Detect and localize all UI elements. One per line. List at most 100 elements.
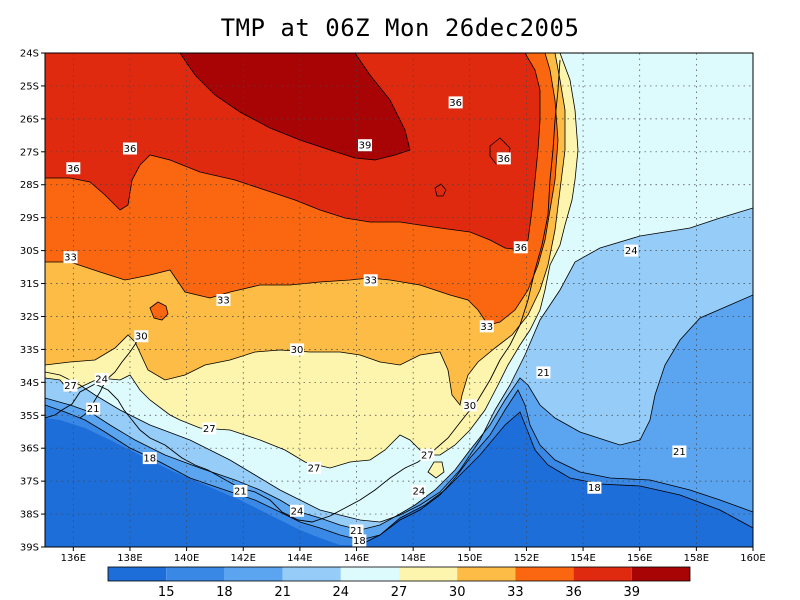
contour-label-text: 18 [143, 454, 156, 465]
contour-label-bg [202, 422, 217, 435]
lon-tick-label: 146E [344, 553, 369, 564]
contour-label-bg [624, 244, 639, 257]
lat-tick-label: 38S [20, 510, 39, 521]
contour-label-bg [290, 343, 305, 356]
contour-label-bg [479, 320, 494, 333]
map-title: TMP at 06Z Mon 26dec2005 [220, 14, 580, 42]
contour-label: 21 [536, 366, 551, 379]
contour-label-bg [216, 294, 231, 306]
contour-33 [45, 53, 566, 406]
lon-tick-label: 152E [514, 553, 539, 564]
colorbar-swatch [631, 567, 690, 581]
contour-label-text: 33 [364, 276, 377, 287]
lat-tick-label: 31S [20, 279, 39, 290]
contour-label-text: 30 [135, 332, 148, 343]
contour-label: 36 [496, 152, 511, 165]
contour-label: 33 [479, 320, 494, 333]
contour-label-bg [94, 373, 109, 386]
colorbar-swatch [224, 567, 283, 581]
colorbar-label: 36 [565, 585, 582, 600]
contour-label-text: 27 [308, 463, 321, 474]
lat-tick-label: 24S [20, 49, 39, 60]
contour-label-bg [307, 461, 322, 474]
contour-label: 36 [122, 142, 137, 155]
contour-label: 36 [448, 96, 463, 109]
lon-tick-label: 150E [457, 553, 482, 564]
lat-tick-label: 30S [20, 246, 39, 257]
lat-tick-label: 33S [20, 345, 39, 356]
latitude-axis: 24S 25S 26S 27S 28S 29S 30S 31S 32S 33S 34S 35S 36S 3… [20, 49, 45, 554]
contour-label: 30 [290, 343, 305, 356]
lat-tick-label: 34S [20, 378, 39, 389]
contour-label-bg [672, 445, 687, 458]
shaded-contour-field [45, 53, 753, 547]
contour-label-bg [513, 241, 528, 254]
contour-21 [45, 389, 753, 541]
contour-label-text: 21 [673, 447, 686, 458]
contour-label-bg [349, 524, 364, 537]
contour-label-bg [587, 481, 602, 494]
lat-tick-label: 35S [20, 411, 39, 422]
colorbar-swatch [340, 567, 399, 581]
lon-tick-label: 154E [570, 553, 595, 564]
contour-label: 24 [94, 373, 109, 386]
contour-label-text: 18 [588, 483, 601, 494]
colorbar-label: 18 [216, 585, 233, 600]
longitude-axis: 136E 138E 140E 142E 144E 146E 148E 150E 152E 154E… [61, 547, 766, 564]
contour-lines [45, 53, 753, 546]
lon-tick-label: 158E [684, 553, 709, 564]
contour-blob-36 [149, 301, 169, 321]
colorbar-label: 27 [391, 585, 408, 600]
contour-label-text: 21 [87, 404, 100, 415]
contour-label-bg [233, 485, 248, 498]
colorbar-swatch [515, 567, 574, 581]
colorbar-swatch [166, 567, 225, 581]
contour-label: 24 [624, 244, 639, 257]
contour-label: 30 [462, 399, 477, 412]
colorbar-swatch [573, 567, 632, 581]
colorbar-label: 30 [449, 585, 466, 600]
lat-tick-label: 37S [20, 477, 39, 488]
contour-label-text: 36 [449, 98, 462, 109]
contour-label: 21 [233, 485, 248, 498]
contour-label-bg [536, 366, 551, 379]
colorbar-label: 39 [624, 585, 641, 600]
contour-label-text: 30 [463, 401, 476, 412]
contour-label-text: 21 [350, 526, 363, 537]
contour-label: 27 [307, 461, 322, 474]
lon-tick-label: 156E [627, 553, 652, 564]
contour-blob-30 [427, 461, 445, 479]
contour-label-bg [66, 162, 81, 175]
lon-tick-label: 136E [61, 553, 86, 564]
lat-tick-label: 28S [20, 180, 39, 191]
lon-tick-label: 142E [231, 553, 256, 564]
contour-18 [359, 411, 753, 546]
colorbar: 15 18 21 24 27 30 33 36 39 [107, 566, 691, 600]
contour-label-text: 27 [64, 381, 77, 392]
contour-label-text: 18 [353, 536, 366, 547]
lat-tick-label: 29S [20, 213, 39, 224]
contour-label-text: 33 [480, 322, 493, 333]
colorbar-label: 24 [333, 585, 350, 600]
contour-label: 18 [587, 481, 602, 494]
contour-label: 39 [358, 139, 373, 152]
contour-label: 21 [349, 524, 364, 537]
contour-label-bg [352, 534, 367, 547]
contour-label: 36 [66, 162, 81, 175]
contour-label-text: 24 [95, 375, 108, 386]
contour-label-bg [122, 142, 137, 155]
contour-label-text: 27 [203, 424, 216, 435]
contour-label-bg [86, 402, 101, 415]
contour-labels: 36 39 36 36 36 36 33 33 33 33 30 30 30 27 24 21 27 27 27 24… [63, 96, 687, 547]
contour-label: 24 [411, 485, 426, 498]
contour-39 [45, 53, 541, 251]
coastline [45, 59, 561, 523]
contour-label-bg [462, 399, 477, 412]
contour-label: 24 [290, 504, 305, 517]
colorbar-label: 33 [507, 585, 524, 600]
contour-label-text: 21 [234, 487, 247, 498]
contour-label: 27 [202, 422, 217, 435]
band-42-plus [180, 53, 410, 160]
lat-tick-label: 36S [20, 444, 39, 455]
